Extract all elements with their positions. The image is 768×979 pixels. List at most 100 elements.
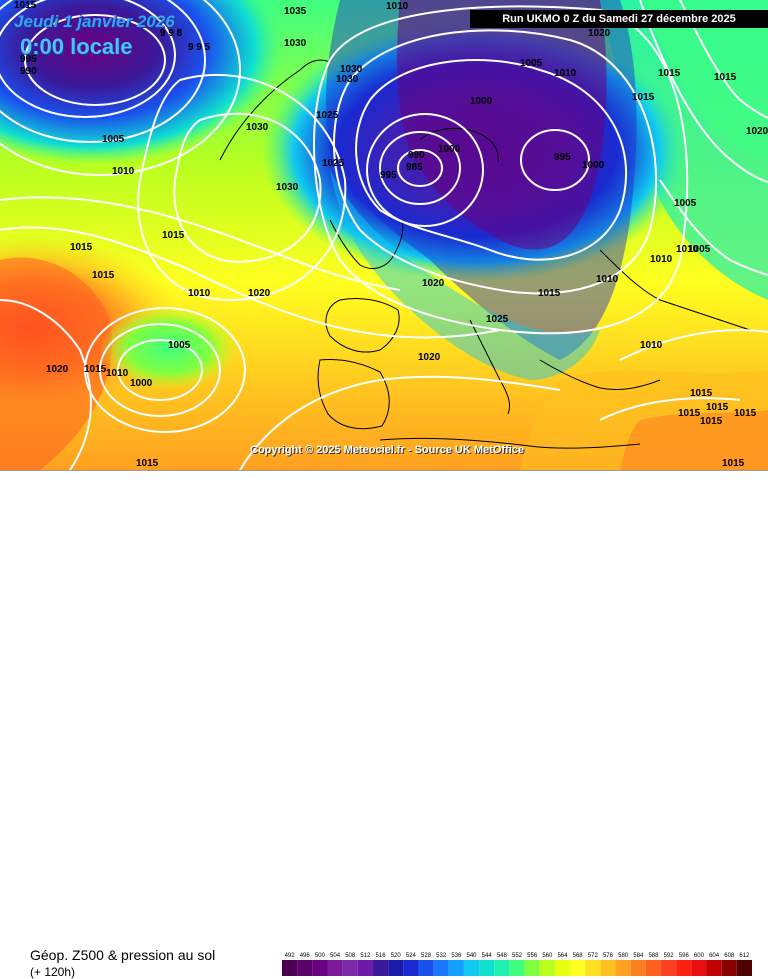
isobar-label: 1010: [640, 340, 663, 351]
legend-value: 600: [694, 953, 705, 959]
map-title: Géop. Z500 & pression au sol: [30, 947, 216, 963]
isobars: [0, 0, 768, 470]
isobar-label: 1010: [596, 274, 619, 285]
isobar-label: 1020: [418, 352, 441, 363]
isobar-label: 1010: [188, 288, 211, 299]
legend-value: 536: [451, 953, 462, 959]
legend-swatch: [600, 960, 616, 976]
run-info: Run UKMO 0 Z du Samedi 27 décembre 2025: [470, 10, 768, 28]
legend-swatch: [463, 960, 480, 976]
isobar-label: 1010: [386, 1, 409, 12]
legend-swatch: [630, 960, 646, 976]
isobar-label: 1020: [746, 126, 768, 137]
legend-value: 608: [724, 953, 735, 959]
legend-value: 588: [648, 953, 659, 959]
legend-value: 500: [315, 953, 326, 959]
legend-swatch: [418, 960, 434, 976]
isobar-label: 1000: [130, 378, 153, 389]
legend-swatch: [539, 960, 555, 976]
isobar-label: 995: [20, 54, 37, 65]
map-footer: Géop. Z500 & pression au sol (+ 120h) 49…: [0, 470, 768, 979]
isobar-label: 1015: [722, 458, 745, 469]
legend-swatch: [676, 960, 692, 976]
isobar-label: 1030: [246, 122, 269, 133]
legend-value: 504: [330, 953, 341, 959]
isobar-label: 1000: [582, 160, 605, 171]
legend-value: 492: [285, 953, 296, 959]
isobar-label: 1015: [92, 270, 115, 281]
isobar-label: 1010: [676, 244, 699, 255]
legend-swatch: [524, 960, 540, 976]
isobar-label: 1020: [46, 364, 69, 375]
isobar-label: 9 9 8: [160, 28, 183, 39]
isobar-label: 1000: [470, 96, 493, 107]
legend-swatch: [388, 960, 404, 976]
legend-swatch: [706, 960, 722, 976]
legend-swatch: [342, 960, 358, 976]
isobar-label: 1015: [734, 408, 757, 419]
isobar-label: 1015: [84, 364, 107, 375]
legend-value: 612: [739, 953, 750, 959]
legend-value: 516: [376, 953, 387, 959]
isobar-label: 1015: [162, 230, 185, 241]
legend-value: 584: [633, 953, 644, 959]
isobar-label: 1020: [588, 28, 611, 39]
forecast-lead-time: (+ 120h): [30, 965, 76, 979]
isobar-label: 1015: [538, 288, 561, 299]
legend-swatch: [554, 960, 571, 976]
isobar-label: 1010: [650, 254, 673, 265]
legend-value: 552: [512, 953, 523, 959]
legend-swatch: [433, 960, 449, 976]
legend-value: 604: [709, 953, 720, 959]
legend-value: 496: [300, 953, 311, 959]
legend-value: 556: [527, 953, 538, 959]
legend-value: 512: [360, 953, 371, 959]
isobar-label: 1015: [714, 72, 737, 83]
legend-swatch: [645, 960, 662, 976]
legend-swatch: [403, 960, 419, 976]
legend-value: 576: [603, 953, 614, 959]
copyright-notice: Copyright © 2025 Meteociel.fr - Source U…: [250, 444, 524, 456]
isobar-label: 1005: [520, 58, 543, 69]
isobar-label: 1010: [106, 368, 129, 379]
legend-swatch: [585, 960, 601, 976]
legend-value: 528: [421, 953, 432, 959]
legend-swatch: [479, 960, 495, 976]
forecast-time: 0:00 locale: [20, 34, 133, 59]
legend-swatch: [448, 960, 464, 976]
isobar-label: 1015: [658, 68, 681, 79]
isobar-label: 1005: [102, 134, 125, 145]
isobar-label: 1025: [486, 314, 509, 325]
legend-value: 564: [557, 953, 568, 959]
isobar-label: 1005: [168, 340, 191, 351]
legend-swatch: [736, 960, 752, 976]
isobar-label: 1030: [340, 64, 363, 75]
legend-swatch: [721, 960, 737, 976]
isobar-label: 1015: [70, 242, 93, 253]
isobar-label: 1005: [674, 198, 697, 209]
legend-value: 572: [588, 953, 599, 959]
isobar-label: 1015: [632, 92, 655, 103]
legend-swatch: [509, 960, 525, 976]
isobar-label: 1030: [284, 38, 307, 49]
legend-value: 548: [497, 953, 508, 959]
isobar-label: 1015: [14, 0, 37, 11]
isobar-label: 995: [380, 170, 397, 181]
legend-swatch: [661, 960, 677, 976]
legend-value: 544: [482, 953, 493, 959]
legend-value: 592: [664, 953, 675, 959]
legend-value: 596: [679, 953, 690, 959]
isobar-label: 1015: [136, 458, 159, 469]
legend-swatch: [357, 960, 373, 976]
legend-value: 568: [573, 953, 584, 959]
isobar-label: 1025: [322, 158, 345, 169]
isobar-label: 995: [554, 152, 571, 163]
legend-swatch: [570, 960, 586, 976]
legend-value: 532: [436, 953, 447, 959]
legend-value: 508: [345, 953, 356, 959]
isobar-label: 1035: [284, 6, 307, 17]
isobar-label: 1015: [700, 416, 723, 427]
